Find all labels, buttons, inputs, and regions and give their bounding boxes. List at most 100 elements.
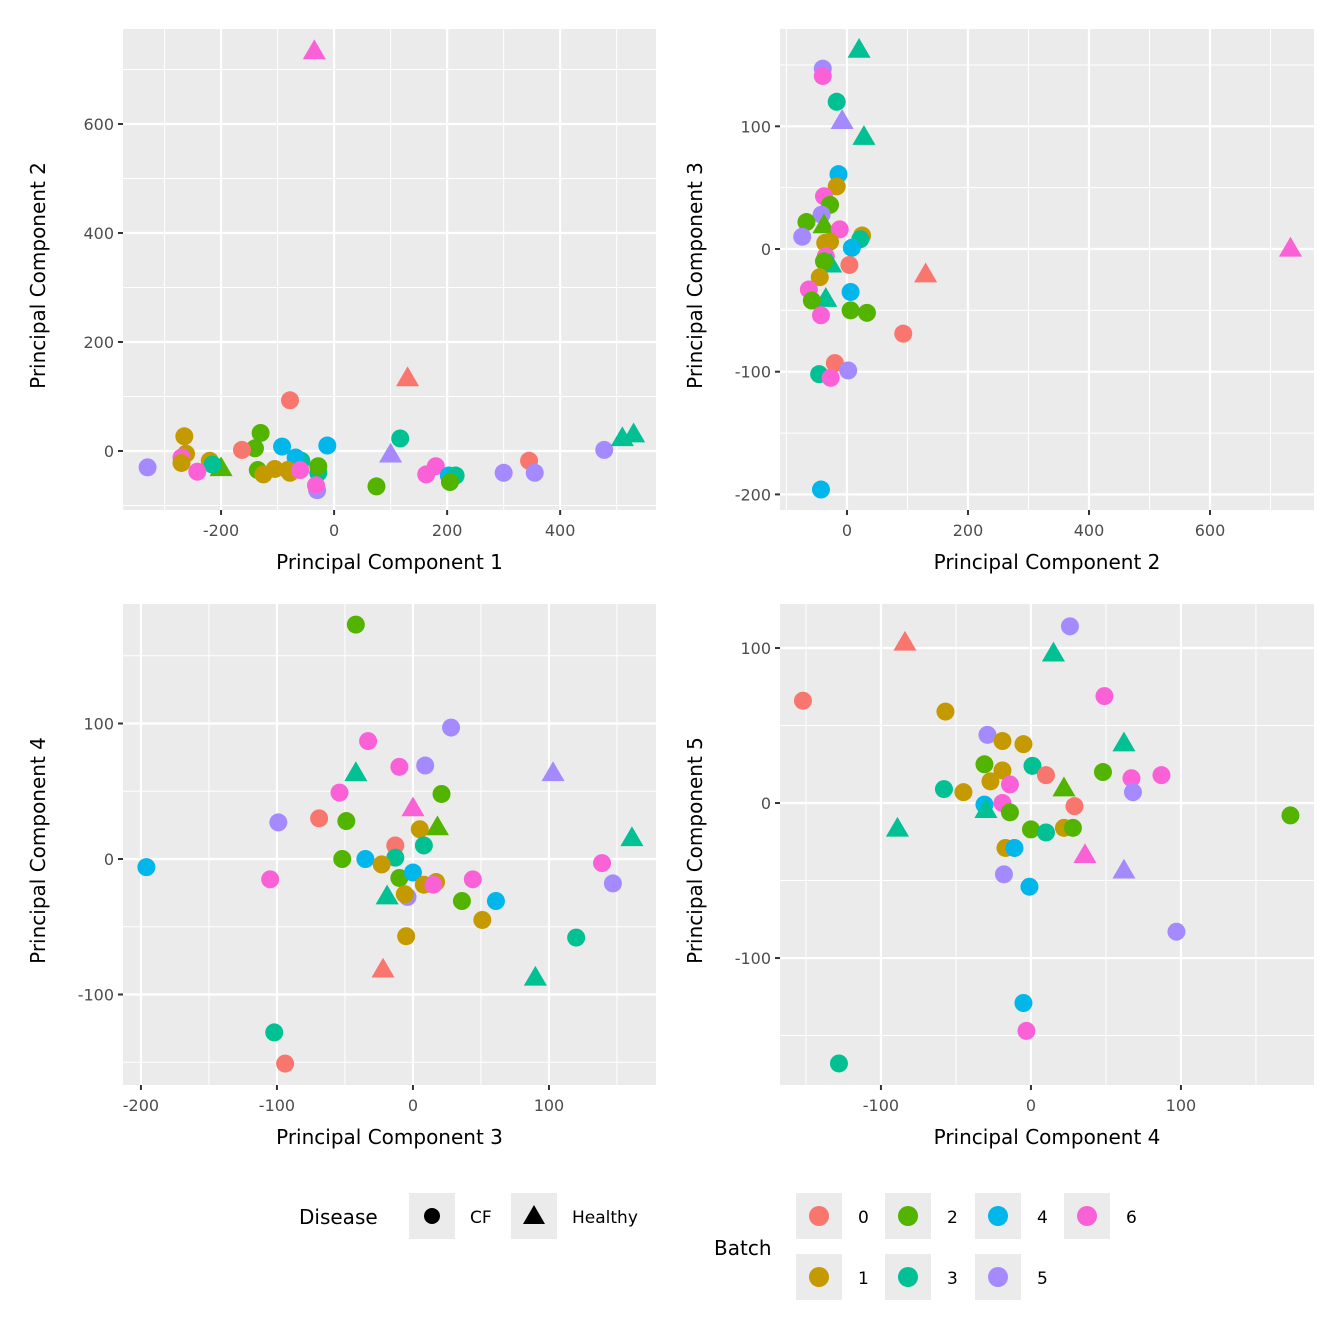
y-tick-label: 600	[83, 115, 114, 134]
x-axis-title: Principal Component 4	[934, 1125, 1161, 1149]
y-tick-label: 100	[83, 715, 114, 734]
legend-label-batch-5: 5	[1037, 1269, 1048, 1289]
data-point-cf-batch-4	[842, 238, 861, 257]
data-point-cf-batch-0	[232, 440, 251, 459]
scatter-panel-3: -200 -100 0 100 -100 0 100 Principal Component …	[26, 604, 656, 1149]
data-point-cf-batch-6	[463, 870, 482, 889]
y-tick-label: 0	[761, 794, 771, 813]
y-axis-title: Principal Component 5	[683, 737, 707, 964]
data-point-cf-batch-4	[137, 858, 156, 877]
data-point-cf-batch-6	[593, 854, 612, 873]
data-point-cf-batch-1	[993, 761, 1012, 780]
data-point-cf-batch-0	[281, 391, 300, 410]
x-tick-label: 0	[1026, 1096, 1036, 1115]
data-point-healthy-batch-6	[401, 796, 425, 817]
data-point-cf-batch-5	[138, 458, 157, 477]
data-point-cf-batch-1	[175, 427, 194, 446]
data-point-healthy-batch-5	[379, 442, 403, 463]
data-point-healthy-batch-3	[847, 38, 871, 58]
scatter-panel-4: -100 0 100 -100 0 100 Principal Component 4 Pri…	[683, 604, 1314, 1149]
x-tick-label: 400	[1074, 521, 1105, 540]
x-tick-label: -200	[123, 1096, 159, 1115]
data-point-cf-batch-6	[811, 306, 830, 325]
data-point-cf-batch-0	[793, 691, 812, 710]
data-point-healthy-batch-3	[885, 816, 909, 837]
data-point-cf-batch-5	[442, 718, 461, 737]
data-point-cf-batch-1	[827, 177, 846, 196]
data-point-healthy-batch-5	[1112, 858, 1136, 879]
data-point-healthy-batch-3	[1112, 731, 1136, 752]
data-point-cf-batch-5	[269, 813, 288, 832]
batch-legend-title: Batch	[714, 1236, 772, 1260]
y-axis-title: Principal Component 2	[26, 162, 50, 389]
data-point-healthy-batch-3	[1041, 641, 1065, 662]
batch-color-swatch-icon	[809, 1267, 829, 1287]
x-tick-label: -100	[259, 1096, 295, 1115]
data-point-cf-batch-4	[318, 436, 337, 455]
data-point-cf-batch-3	[265, 1023, 284, 1042]
data-point-cf-batch-1	[395, 885, 414, 904]
x-axis-title: Principal Component 2	[934, 550, 1161, 574]
data-point-cf-batch-2	[440, 473, 459, 492]
pca-panels: -200 0 200 400 0 200 400 600 Principal Component…	[26, 29, 1314, 1149]
batch-color-swatch-icon	[988, 1206, 1008, 1226]
data-point-cf-batch-2	[337, 812, 356, 831]
data-point-cf-batch-5	[1123, 783, 1142, 802]
data-point-cf-batch-4	[1014, 993, 1033, 1012]
x-axis-title: Principal Component 1	[276, 550, 503, 574]
data-point-cf-batch-2	[814, 252, 833, 271]
x-tick-label: 200	[953, 521, 984, 540]
data-point-healthy-batch-6	[1278, 236, 1303, 257]
data-point-cf-batch-4	[273, 437, 292, 456]
data-point-cf-batch-0	[840, 255, 859, 274]
data-point-cf-batch-3	[829, 1054, 848, 1073]
data-point-cf-batch-5	[603, 874, 622, 893]
data-point-cf-batch-1	[172, 453, 191, 472]
data-point-cf-batch-1	[1014, 735, 1033, 754]
data-point-cf-batch-6	[291, 461, 310, 480]
data-point-cf-batch-5	[1167, 922, 1186, 941]
data-point-cf-batch-5	[839, 361, 858, 380]
data-point-cf-batch-6	[1095, 687, 1114, 706]
data-point-cf-batch-6	[1000, 775, 1019, 794]
data-point-cf-batch-6	[424, 875, 443, 894]
data-point-cf-batch-3	[567, 928, 586, 947]
data-point-healthy-batch-2	[425, 815, 449, 836]
data-point-healthy-batch-0	[893, 630, 917, 651]
data-point-cf-batch-1	[954, 783, 973, 802]
batch-color-swatch-icon	[1077, 1206, 1097, 1226]
y-tick-label: -100	[735, 949, 771, 968]
data-point-cf-batch-5	[1060, 617, 1079, 636]
data-point-cf-batch-1	[410, 820, 429, 839]
data-point-healthy-batch-2	[812, 213, 836, 234]
data-point-healthy-batch-3	[620, 826, 644, 847]
data-point-cf-batch-3	[203, 455, 222, 474]
legend-label-batch-0: 0	[858, 1208, 869, 1228]
x-tick-label: 0	[408, 1096, 418, 1115]
data-point-cf-batch-1	[372, 855, 391, 874]
data-point-cf-batch-5	[595, 440, 614, 459]
data-point-cf-batch-4	[356, 849, 375, 868]
data-point-cf-batch-6	[1017, 1021, 1036, 1040]
data-point-cf-batch-1	[821, 232, 840, 251]
data-point-cf-batch-3	[827, 92, 846, 111]
data-points	[138, 39, 646, 500]
data-point-healthy-batch-3	[852, 125, 876, 145]
x-tick-label: -200	[203, 521, 239, 540]
data-point-cf-batch-6	[821, 368, 840, 387]
data-point-cf-batch-6	[359, 732, 378, 751]
legend-label-batch-1: 1	[858, 1269, 869, 1289]
data-point-cf-batch-5	[416, 756, 435, 775]
data-point-cf-batch-2	[797, 213, 816, 232]
y-tick-label: 0	[104, 442, 114, 461]
data-point-cf-batch-2	[975, 755, 994, 774]
data-point-healthy-batch-3	[375, 884, 399, 905]
x-tick-label: 0	[329, 521, 339, 540]
panel-background	[780, 604, 1314, 1085]
data-point-healthy-batch-2	[1052, 776, 1076, 797]
data-point-healthy-batch-5	[541, 761, 565, 782]
data-point-cf-batch-0	[1065, 797, 1084, 816]
data-point-cf-batch-5	[525, 463, 544, 482]
data-point-healthy-batch-3	[622, 422, 646, 443]
